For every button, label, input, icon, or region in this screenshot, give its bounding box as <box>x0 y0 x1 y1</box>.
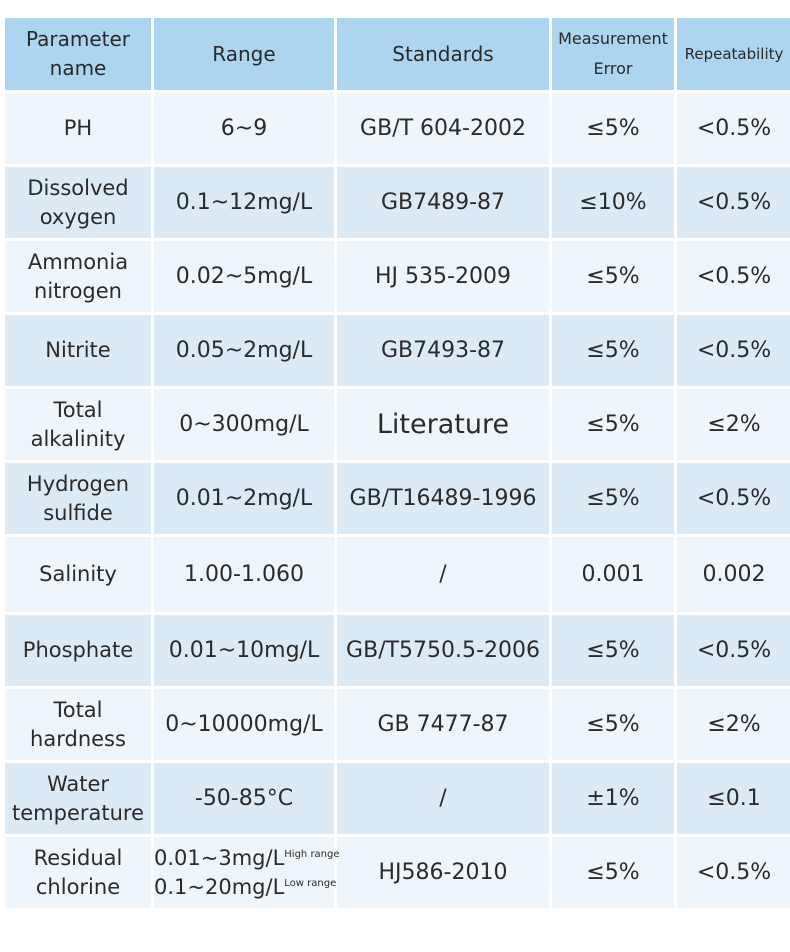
repeatability-cell: ≤2% <box>677 689 790 760</box>
header-measurement-error: Measurement Error <box>552 18 674 90</box>
parameter-name: Total hardness <box>5 689 151 760</box>
parameter-name: Nitrite <box>5 315 151 386</box>
table-header-row: Parameter name Range Standards Measuremen… <box>5 18 790 90</box>
range-low: 0.1~20mg/LLow range <box>154 874 337 899</box>
parameter-name: Dissolved oxygen <box>5 167 151 238</box>
parameter-name: Salinity <box>5 537 151 612</box>
standard-cell: GB 7477-87 <box>337 689 549 760</box>
standard-cell: GB/T16489-1996 <box>337 463 549 534</box>
parameter-name: Phosphate <box>5 615 151 686</box>
parameter-name: PH <box>5 93 151 164</box>
table-row: Total alkalinity 0~300mg/L Literature ≤5%… <box>5 389 790 460</box>
repeatability-cell: ≤2% <box>677 389 790 460</box>
header-parameter-name: Parameter name <box>5 18 151 90</box>
table-row: Nitrite 0.05~2mg/L GB7493-87 ≤5% <0.5% <box>5 315 790 386</box>
table-row: Phosphate 0.01~10mg/L GB/T5750.5-2006 ≤5… <box>5 615 790 686</box>
parameter-name: Total alkalinity <box>5 389 151 460</box>
table-row: Residual chlorine 0.01~3mg/LHigh range 0.… <box>5 837 790 908</box>
repeatability-cell: ≤0.1 <box>677 763 790 834</box>
range-high: 0.01~3mg/LHigh range <box>154 845 340 870</box>
parameter-name: Ammonia nitrogen <box>5 241 151 312</box>
standard-cell: GB/T5750.5-2006 <box>337 615 549 686</box>
standard-cell: / <box>337 537 549 612</box>
parameter-table: Parameter name Range Standards Measuremen… <box>2 15 790 911</box>
table-row: Dissolved oxygen 0.1~12mg/L GB7489-87 ≤10… <box>5 167 790 238</box>
error-cell: ≤5% <box>552 241 674 312</box>
table-row: Hydrogen sulfide 0.01~2mg/L GB/T16489-199… <box>5 463 790 534</box>
error-cell: 0.001 <box>552 537 674 612</box>
range-cell: 0.01~10mg/L <box>154 615 334 686</box>
repeatability-cell: <0.5% <box>677 315 790 386</box>
header-repeatability: Repeatability <box>677 18 790 90</box>
standard-cell: Literature <box>337 389 549 460</box>
repeatability-cell: <0.5% <box>677 837 790 908</box>
range-cell: 0.01~3mg/LHigh range 0.1~20mg/LLow range <box>154 837 340 908</box>
header-range: Range <box>154 18 334 90</box>
repeatability-cell: <0.5% <box>677 615 790 686</box>
range-cell: 0.01~2mg/L <box>154 463 334 534</box>
error-cell: ≤5% <box>552 463 674 534</box>
table-row: Total hardness 0~10000mg/L GB 7477-87 ≤5%… <box>5 689 790 760</box>
standard-cell: GB7489-87 <box>337 167 549 238</box>
error-cell: ≤5% <box>552 315 674 386</box>
header-standards: Standards <box>337 18 549 90</box>
error-cell: ≤5% <box>552 615 674 686</box>
table-row: Water temperature -50-85°C / ±1% ≤0.1 <box>5 763 790 834</box>
error-cell: ≤5% <box>552 93 674 164</box>
error-cell: ≤10% <box>552 167 674 238</box>
table-row: PH 6~9 GB/T 604-2002 ≤5% <0.5% <box>5 93 790 164</box>
repeatability-cell: <0.5% <box>677 93 790 164</box>
standard-cell: GB7493-87 <box>337 315 549 386</box>
standard-cell: / <box>337 763 549 834</box>
range-cell: 0~10000mg/L <box>154 689 334 760</box>
error-cell: ±1% <box>552 763 674 834</box>
error-cell: ≤5% <box>552 689 674 760</box>
range-high-note: High range <box>284 848 340 860</box>
parameter-name: Residual chlorine <box>5 837 151 908</box>
range-cell: 0.1~12mg/L <box>154 167 334 238</box>
table-row: Ammonia nitrogen 0.02~5mg/L HJ 535-2009 ≤… <box>5 241 790 312</box>
repeatability-cell: 0.002 <box>677 537 790 612</box>
range-cell: 0~300mg/L <box>154 389 334 460</box>
parameter-name: Water temperature <box>5 763 151 834</box>
standard-cell: HJ 535-2009 <box>337 241 549 312</box>
repeatability-cell: <0.5% <box>677 463 790 534</box>
range-cell: 1.00-1.060 <box>154 537 334 612</box>
range-cell: -50-85°C <box>154 763 334 834</box>
range-cell: 0.05~2mg/L <box>154 315 334 386</box>
error-cell: ≤5% <box>552 389 674 460</box>
range-low-note: Low range <box>284 877 337 889</box>
parameter-name: Hydrogen sulfide <box>5 463 151 534</box>
standard-cell: GB/T 604-2002 <box>337 93 549 164</box>
error-cell: ≤5% <box>552 837 674 908</box>
standard-cell: HJ586-2010 <box>337 837 549 908</box>
range-cell: 0.02~5mg/L <box>154 241 334 312</box>
repeatability-cell: <0.5% <box>677 167 790 238</box>
repeatability-cell: <0.5% <box>677 241 790 312</box>
range-cell: 6~9 <box>154 93 334 164</box>
table-row: Salinity 1.00-1.060 / 0.001 0.002 <box>5 537 790 612</box>
